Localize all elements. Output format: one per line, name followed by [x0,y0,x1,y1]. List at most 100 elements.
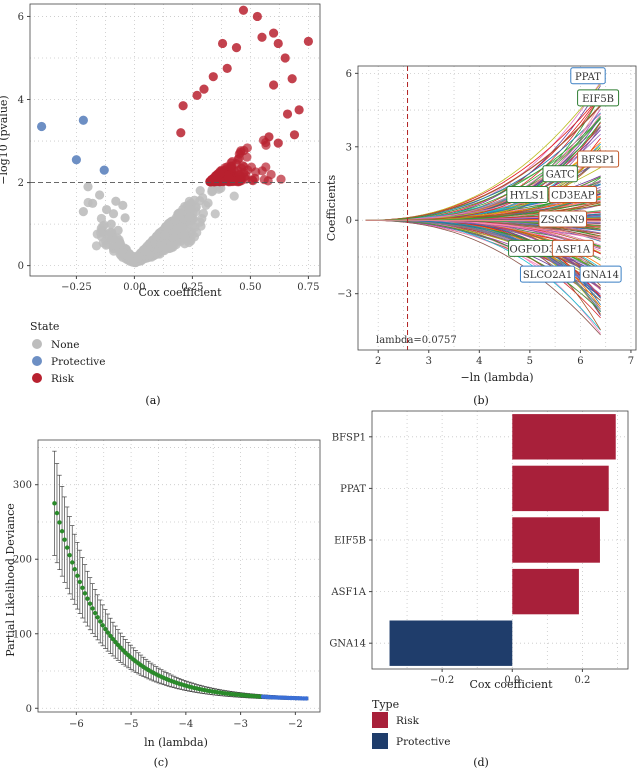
x-tick-label: −4 [178,719,193,730]
lambda-annotation: lambda=0.0757 [376,335,457,346]
risk-gene-point [226,158,236,168]
bar-bfsp1 [512,414,616,460]
cv-deviance-point [95,615,100,620]
legend-risk-bar-label: Risk [396,715,420,727]
panel-a-frame [29,3,321,277]
none-gene-point [140,246,150,256]
cv-deviance-point [77,579,83,585]
cv-deviance-point [113,639,118,645]
risk-gene-point [294,105,304,115]
panel-d-legend-title: Type [372,698,399,711]
cv-deviance-point [87,601,93,606]
y-tick-label: EIF5B [334,536,366,547]
gene-label-gna14: GNA14 [579,265,622,283]
coefficient-path [365,104,601,221]
y-tick-label: 0 [26,704,32,715]
protective-gene-point [37,121,47,132]
y-tick-label: 6 [18,12,24,23]
gene-label-text: GATC [546,170,575,181]
cv-deviance-point [52,501,57,506]
cv-deviance-point [110,636,116,642]
panel-b-ylabel: Coefficients [325,175,338,242]
gene-label-box [577,150,620,168]
cv-deviance-point [64,545,70,550]
x-tick-label: −3 [233,719,248,730]
gene-label-text: ASF1A [555,244,591,255]
gene-label-text: ZSCAN9 [541,215,585,226]
x-tick-label: −5 [124,719,139,730]
cv-deviance-point [70,560,75,565]
risk-gene-point [176,128,186,138]
none-gene-point [111,196,121,206]
none-gene-point [203,198,213,208]
bar-asf1a [512,568,579,615]
x-tick-label: 0.75 [297,282,319,293]
gene-label-ogfod3: OGFOD3 [508,239,557,257]
none-gene-point [113,225,123,235]
none-gene-point [174,210,184,220]
risk-gene-point [266,169,276,180]
none-gene-point [210,209,220,219]
bar-gna14 [389,620,513,666]
panel-a-ylabel: −log10 (pvalue) [0,95,10,184]
x-tick-label: 2 [375,356,381,367]
x-tick-label: −0.2 [430,675,454,686]
none-gene-point [133,252,144,263]
x-tick-label: 0.50 [239,282,261,293]
panel-a-xlabel: Cox coefficient [138,286,222,299]
y-tick-label: 4 [18,95,24,106]
legend-protective-swatch [32,356,42,366]
risk-gene-point [178,101,188,111]
none-gene-point [88,198,98,208]
risk-gene-point [217,38,228,49]
gene-label-zscan9: ZSCAN9 [538,210,588,228]
gene-label-asf1a: ASF1A [551,239,594,257]
gene-label-eif5b: EIF5B [577,89,620,107]
risk-gene-point [199,84,209,94]
y-tick-label: 6 [346,69,352,80]
x-tick-label: 5 [527,356,533,367]
cv-deviance-point [62,537,67,542]
x-tick-label: 0.00 [123,282,145,293]
panel-b-frame [357,65,637,351]
risk-gene-point [269,80,279,90]
gene-label-text: CD3EAP [551,191,595,202]
bar-eif5b [512,517,600,563]
gene-label-bfsp1: BFSP1 [577,150,620,168]
none-gene-point [195,196,205,206]
x-tick-label: 6 [577,356,583,367]
x-tick-label: 0.25 [181,282,203,293]
none-gene-point [96,228,106,238]
legend-risk-label: Risk [51,373,75,385]
none-gene-point [189,232,200,242]
none-gene-point [101,204,112,215]
gene-label-box [506,186,549,204]
none-gene-point [106,219,116,229]
none-gene-point [195,185,205,196]
gene-label-box [519,265,576,283]
x-tick-label: −0.25 [61,282,92,293]
cv-deviance-point [67,553,72,558]
y-tick-label: 0 [346,216,352,227]
y-tick-label: 200 [13,555,32,566]
gene-label-hyls1: HYLS1 [506,186,549,204]
bar-ppat [512,465,609,512]
legend-protective-bar-label: Protective [396,736,450,748]
x-tick-label: 0.0 [504,675,520,686]
none-gene-point [160,230,170,240]
panel-c-xlabel: ln (lambda) [144,736,208,749]
gene-label-text: OGFOD3 [510,244,556,255]
gene-label-text: SLCO2A1 [523,270,572,281]
risk-gene-point [261,162,271,172]
none-gene-point [99,220,109,230]
legend-none-label: None [51,339,80,351]
none-gene-point [78,207,88,217]
none-gene-point [108,209,119,219]
risk-gene-point [236,146,246,156]
risk-gene-point [280,53,290,63]
panel-c-cv-deviance-plot: −6 −5 −4 −3 −2 0 100 200 300 ln (lambda) Partial… [4,439,321,769]
gene-label-box [551,239,594,257]
caption-b: (b) [473,394,489,407]
